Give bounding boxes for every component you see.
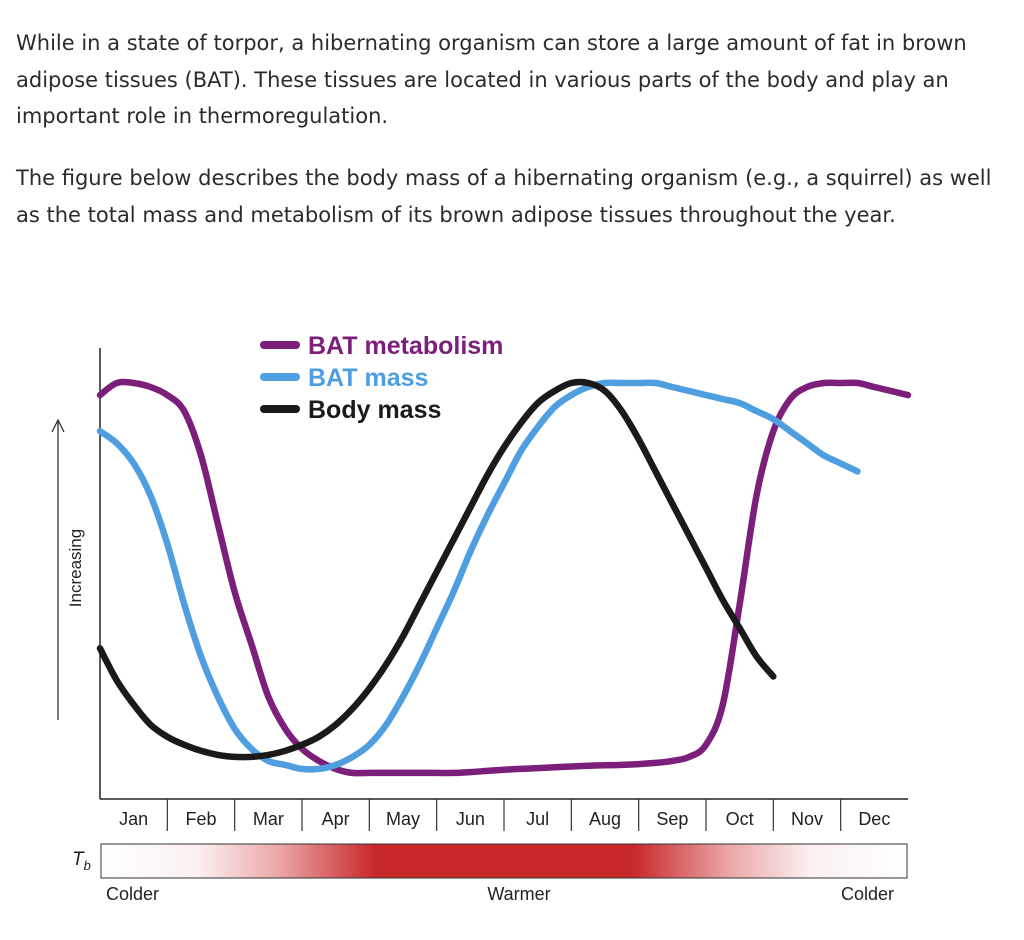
month-label-aug: Aug [589,809,621,829]
tb-label: Tb [72,849,91,873]
tb-left-label: Colder [106,884,159,904]
series-line-bat-mass [96,379,861,773]
month-label-jan: Jan [119,809,148,829]
figure-description-paragraph: The figure below describes the body mass… [16,166,992,227]
tb-label-t: T [72,849,85,870]
bat-chart: Increasing Jan Feb Mar Apr May Jun Jul Aug Sep Oc… [51,332,912,904]
tb-right-label: Colder [841,884,894,904]
tb-label-sub: b [84,858,91,873]
month-label-sep: Sep [656,809,688,829]
month-label-mar: Mar [253,809,284,829]
series-lines [96,378,912,777]
month-label-jun: Jun [456,809,485,829]
intro-paragraph: While in a state of torpor, a hibernatin… [16,31,967,128]
temperature-bar [100,843,908,879]
tb-center-label: Warmer [487,884,550,904]
series-line-bat-metabolism [96,378,912,777]
month-label-may: May [386,809,420,829]
y-axis-label: Increasing [66,529,85,607]
legend: BAT metabolism BAT mass Body mass [260,332,503,424]
month-label-jul: Jul [526,809,549,829]
series-line-body-mass [96,378,777,761]
month-label-nov: Nov [791,809,823,829]
month-label-oct: Oct [726,809,754,829]
month-label-dec: Dec [858,809,890,829]
legend-label-body-mass: Body mass [308,396,441,424]
legend-label-bat-mass: BAT mass [308,364,428,392]
month-label-feb: Feb [185,809,216,829]
month-label-apr: Apr [322,809,350,829]
legend-label-bat-metabolism: BAT metabolism [308,332,503,360]
month-ticks: Jan Feb Mar Apr May Jun Jul Aug Sep Oct Nov Dec [119,799,890,831]
y-arrow-head-icon [51,418,65,433]
